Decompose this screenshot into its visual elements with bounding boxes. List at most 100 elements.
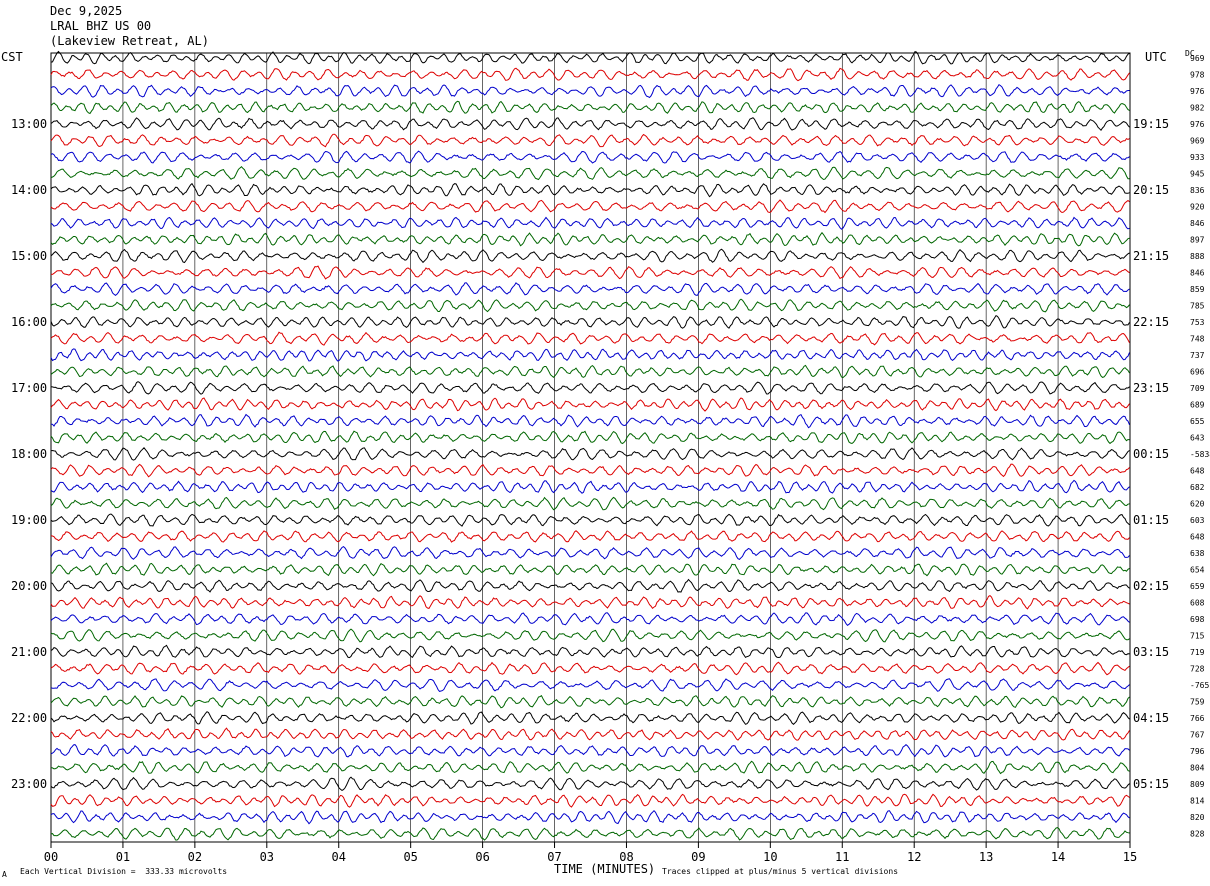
dc-offset-label: 767 bbox=[1190, 731, 1205, 740]
left-hour-label: 16:00 bbox=[11, 315, 47, 329]
left-hour-label: 17:00 bbox=[11, 381, 47, 395]
x-tick-label: 10 bbox=[763, 850, 777, 864]
trace-line bbox=[50, 150, 1130, 164]
dc-offset-label: 933 bbox=[1190, 153, 1205, 162]
trace-line bbox=[50, 545, 1130, 561]
trace-line bbox=[50, 298, 1130, 313]
left-hour-label: 19:00 bbox=[11, 513, 47, 527]
trace-line bbox=[50, 678, 1130, 692]
right-hour-label: 21:15 bbox=[1133, 249, 1169, 263]
trace-line bbox=[50, 165, 1130, 181]
trace-line bbox=[50, 479, 1130, 494]
dc-offset-label: 759 bbox=[1190, 698, 1205, 707]
trace-line bbox=[50, 282, 1130, 297]
header-date: Dec 9,2025 bbox=[50, 4, 123, 18]
header-location: (Lakeview Retreat, AL) bbox=[50, 34, 209, 48]
dc-offset-label: 748 bbox=[1190, 335, 1205, 344]
x-tick-label: 02 bbox=[188, 850, 202, 864]
dc-offset-label: 859 bbox=[1190, 285, 1205, 294]
left-hour-label: 22:00 bbox=[11, 711, 47, 725]
trace-line bbox=[50, 727, 1130, 741]
dc-offset-label: 659 bbox=[1190, 582, 1205, 591]
dc-offset-label: 648 bbox=[1190, 533, 1205, 542]
dc-offset-label: 976 bbox=[1190, 87, 1205, 96]
right-hour-label: 22:15 bbox=[1133, 315, 1169, 329]
trace-line bbox=[50, 430, 1130, 445]
dc-offset-label: 828 bbox=[1190, 830, 1205, 839]
trace-line bbox=[50, 496, 1130, 511]
x-tick-label: 01 bbox=[116, 850, 130, 864]
dc-offset-label: -765 bbox=[1190, 681, 1209, 690]
trace-line bbox=[50, 594, 1130, 610]
left-hour-label: 14:00 bbox=[11, 183, 47, 197]
trace-line bbox=[50, 827, 1130, 841]
trace-line bbox=[50, 331, 1130, 346]
dc-offset-label: 796 bbox=[1190, 747, 1205, 756]
trace-line bbox=[50, 133, 1130, 148]
right-hour-label: 04:15 bbox=[1133, 711, 1169, 725]
dc-offset-label: 737 bbox=[1190, 351, 1205, 360]
trace-line bbox=[50, 628, 1130, 643]
dc-offset-label: 969 bbox=[1190, 137, 1205, 146]
dc-offset-label: 897 bbox=[1190, 236, 1205, 245]
x-tick-label: 05 bbox=[403, 850, 417, 864]
plot-frame bbox=[50, 52, 1131, 843]
trace-line bbox=[50, 100, 1130, 115]
header-station: LRAL BHZ US 00 bbox=[50, 19, 152, 33]
right-hour-label: 20:15 bbox=[1133, 183, 1169, 197]
right-hour-label: 05:15 bbox=[1133, 777, 1169, 791]
dc-offset-label: 982 bbox=[1190, 104, 1205, 113]
trace-line bbox=[50, 513, 1130, 527]
dc-offset-label: 846 bbox=[1190, 219, 1205, 228]
trace-line bbox=[50, 199, 1130, 214]
left-hour-label: 23:00 bbox=[11, 777, 47, 791]
right-hour-label: 03:15 bbox=[1133, 645, 1169, 659]
trace-line bbox=[50, 265, 1130, 280]
dc-label: DC bbox=[1185, 49, 1195, 58]
dc-offset-label: 719 bbox=[1190, 648, 1205, 657]
dc-offset-label: 978 bbox=[1190, 71, 1205, 80]
x-tick-label: 03 bbox=[260, 850, 274, 864]
dc-offset-label: 753 bbox=[1190, 318, 1205, 327]
dc-offset-label: 648 bbox=[1190, 467, 1205, 476]
dc-offset-label: 709 bbox=[1190, 384, 1205, 393]
dc-offset-label: 969 bbox=[1190, 54, 1205, 63]
dc-offset-label: 689 bbox=[1190, 401, 1205, 410]
dc-offset-label: -5838 bbox=[1190, 450, 1210, 459]
left-hour-label: 15:00 bbox=[11, 249, 47, 263]
trace-line bbox=[50, 530, 1130, 543]
dc-offset-label: 976 bbox=[1190, 120, 1205, 129]
footer-clip-note: Traces clipped at plus/minus 5 vertical … bbox=[662, 867, 899, 876]
left-hour-label: 21:00 bbox=[11, 645, 47, 659]
right-hour-label: 19:15 bbox=[1133, 117, 1169, 131]
trace-line bbox=[50, 50, 1130, 65]
x-tick-label: 09 bbox=[691, 850, 705, 864]
trace-line bbox=[50, 381, 1130, 395]
dc-offset-label: 820 bbox=[1190, 813, 1205, 822]
dc-offset-label: 836 bbox=[1190, 186, 1205, 195]
dc-offset-label: 603 bbox=[1190, 516, 1205, 525]
x-tick-label: 12 bbox=[907, 850, 921, 864]
x-tick-label: 00 bbox=[44, 850, 58, 864]
left-hour-label: 13:00 bbox=[11, 117, 47, 131]
trace-line bbox=[50, 578, 1130, 593]
x-tick-label: 13 bbox=[979, 850, 993, 864]
trace-line bbox=[50, 760, 1130, 775]
trace-line bbox=[50, 397, 1130, 412]
trace-line bbox=[50, 314, 1130, 329]
trace-line bbox=[50, 248, 1130, 264]
dc-offset-label: 698 bbox=[1190, 615, 1205, 624]
dc-offset-label: 814 bbox=[1190, 797, 1205, 806]
dc-offset-label: 682 bbox=[1190, 483, 1205, 492]
trace-line bbox=[50, 776, 1130, 791]
trace-line bbox=[50, 793, 1130, 808]
dc-offset-label: 715 bbox=[1190, 632, 1205, 641]
x-tick-label: 15 bbox=[1123, 850, 1137, 864]
trace-line bbox=[50, 562, 1130, 577]
trace-line bbox=[50, 661, 1130, 676]
right-hour-label: 02:15 bbox=[1133, 579, 1169, 593]
dc-offset-label: 766 bbox=[1190, 714, 1205, 723]
dc-offset-label: 888 bbox=[1190, 252, 1205, 261]
dc-offset-label: 804 bbox=[1190, 764, 1205, 773]
trace-line bbox=[50, 711, 1130, 725]
